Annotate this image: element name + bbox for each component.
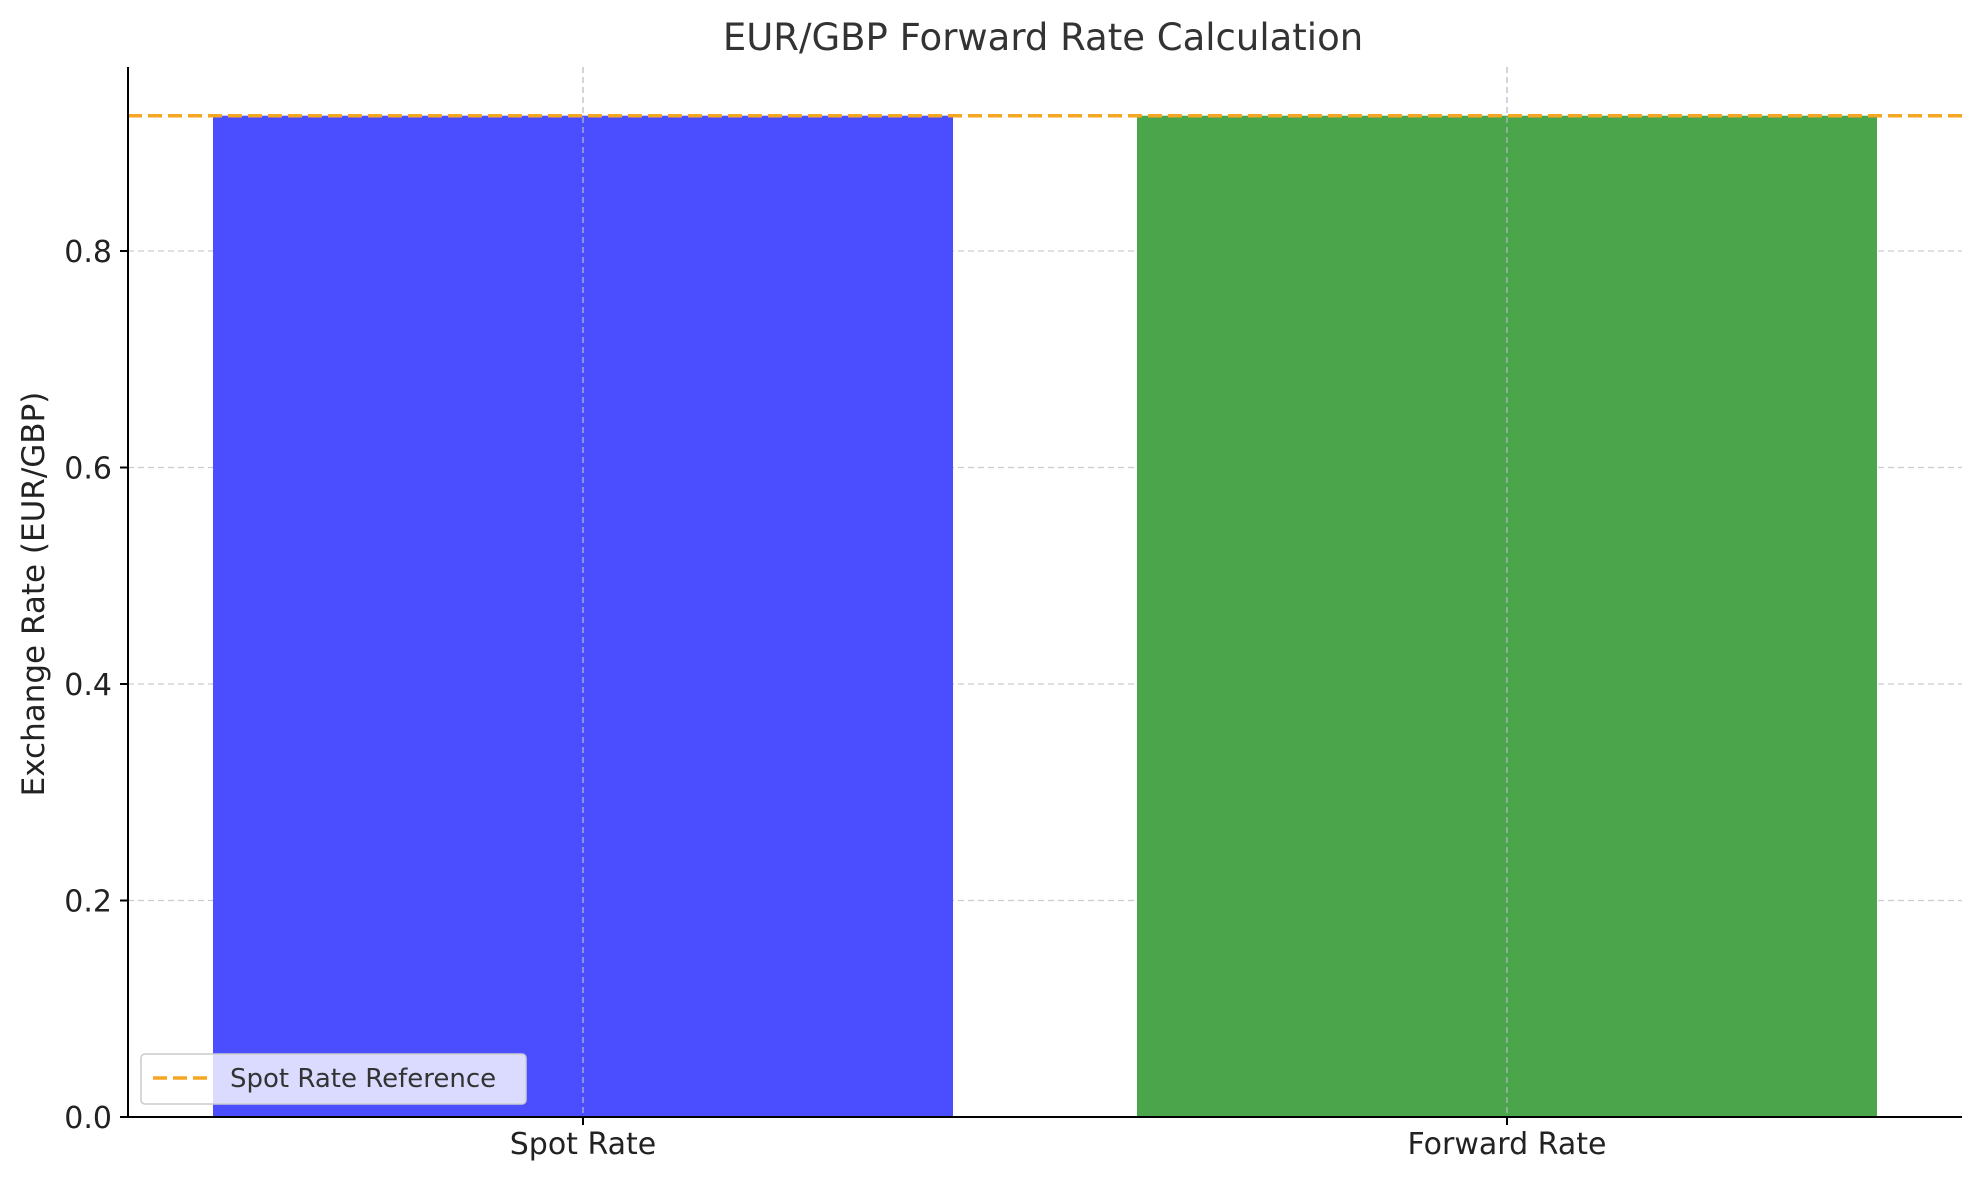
x-tick-label-1: Forward Rate — [1408, 1127, 1607, 1162]
y-tick-label-4: 0.8 — [64, 235, 112, 270]
y-tick-label-3: 0.6 — [64, 452, 112, 487]
bars — [213, 115, 1877, 1117]
legend-box — [140, 1053, 527, 1105]
y-tick-label-0: 0.0 — [64, 1101, 112, 1136]
y-axis-label: Exchange Rate (EUR/GBP) — [16, 392, 52, 797]
chart-title: EUR/GBP Forward Rate Calculation — [723, 16, 1363, 59]
x-tick-label-0: Spot Rate — [510, 1127, 657, 1162]
x-grid-lines — [582, 67, 1508, 1117]
bar-spot-rate — [213, 115, 953, 1117]
bar-forward-rate — [1137, 115, 1877, 1117]
x-ticks: Spot Rate Forward Rate — [510, 1117, 1607, 1162]
legend-label: Spot Rate Reference — [230, 1064, 496, 1094]
y-tick-label-1: 0.2 — [64, 885, 112, 920]
axes — [127, 67, 1962, 1118]
y-ticks: 0.0 0.2 0.4 0.6 0.8 — [64, 235, 128, 1136]
legend: Spot Rate Reference — [140, 1053, 527, 1105]
y-tick-label-2: 0.4 — [64, 668, 112, 703]
